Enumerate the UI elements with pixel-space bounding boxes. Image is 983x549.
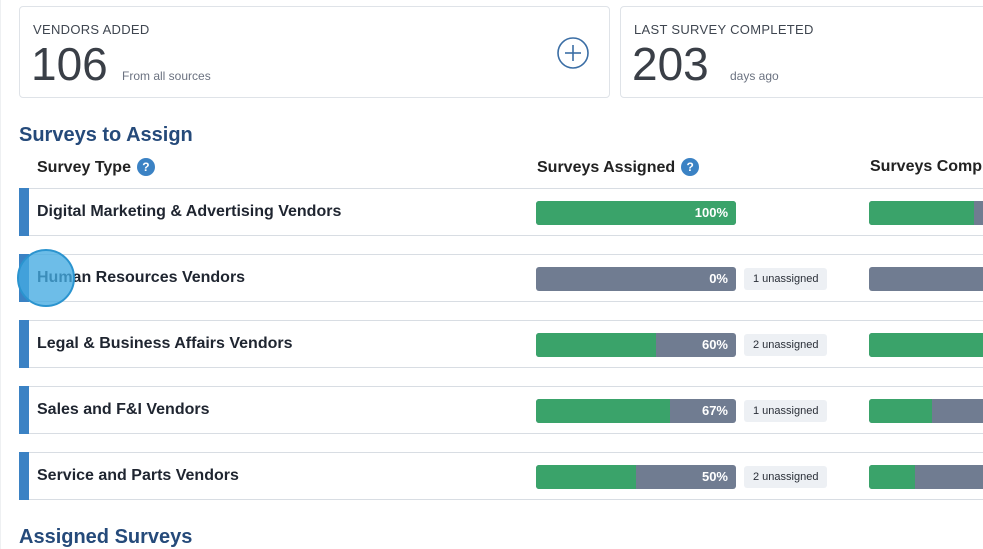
assigned-percent: 50%	[701, 469, 728, 484]
row-accent-bar	[19, 188, 29, 236]
completed-progress-bar	[869, 399, 983, 423]
completed-progress-fill	[869, 333, 983, 357]
unassigned-badge[interactable]: 1 unassigned	[744, 268, 828, 290]
completed-progress-fill	[869, 465, 916, 489]
help-icon[interactable]: ?	[681, 158, 700, 176]
card-value: 203	[632, 38, 709, 90]
row-accent-bar	[19, 452, 29, 500]
add-vendor-button[interactable]	[557, 37, 589, 69]
assigned-progress-fill	[536, 201, 736, 225]
unassigned-badge[interactable]: 2 unassigned	[744, 334, 828, 356]
column-header-survey-type: Survey Type?	[37, 158, 155, 177]
card-label: VENDORS ADDED	[33, 22, 150, 37]
row-accent-bar	[19, 386, 29, 434]
card-label: LAST SURVEY COMPLETED	[634, 22, 814, 37]
plus-circle-icon	[557, 37, 589, 69]
card-subtext: From all sources	[122, 69, 211, 83]
survey-type-label[interactable]: Human Resources Vendors	[37, 269, 246, 286]
survey-row[interactable]: Sales and F&I Vendors 67% 1 unassigned	[19, 386, 983, 434]
page-left-border	[0, 0, 1, 549]
assigned-percent: 100%	[694, 205, 728, 220]
card-value: 106	[31, 38, 108, 90]
assigned-percent: 67%	[701, 403, 728, 418]
card-subtext: days ago	[730, 69, 779, 83]
assigned-progress-bar: 50%	[536, 465, 736, 489]
unassigned-badge[interactable]: 1 unassigned	[744, 400, 828, 422]
assigned-progress-bar: 0%	[536, 267, 736, 291]
surveys-to-assign-title: Surveys to Assign	[19, 124, 193, 146]
assigned-progress-bar: 67%	[536, 399, 736, 423]
completed-progress-bar	[869, 333, 983, 357]
help-icon[interactable]: ?	[136, 158, 155, 176]
completed-progress-fill	[869, 399, 932, 423]
assigned-percent: 60%	[701, 337, 728, 352]
survey-row[interactable]: Legal & Business Affairs Vendors 60% 2 u…	[19, 320, 983, 368]
vendors-added-card: VENDORS ADDED 106 From all sources	[19, 6, 610, 98]
column-header-surveys-assigned: Surveys Assigned?	[537, 158, 700, 177]
assigned-progress-fill	[536, 465, 636, 489]
assigned-surveys-title: Assigned Surveys	[19, 526, 193, 548]
survey-row[interactable]: Digital Marketing & Advertising Vendors …	[19, 188, 983, 236]
assigned-progress-bar: 60%	[536, 333, 736, 357]
column-header-surveys-completed: Surveys Comp	[870, 158, 983, 175]
assigned-progress-fill	[536, 333, 656, 357]
survey-type-label[interactable]: Service and Parts Vendors	[37, 467, 239, 484]
click-indicator	[17, 249, 75, 307]
completed-progress-bar	[869, 201, 983, 225]
survey-type-label[interactable]: Sales and F&I Vendors	[37, 401, 210, 418]
last-survey-card: LAST SURVEY COMPLETED 203 days ago	[620, 6, 983, 98]
assigned-progress-bar: 100%	[536, 201, 736, 225]
survey-type-label[interactable]: Digital Marketing & Advertising Vendors	[37, 203, 342, 220]
survey-row[interactable]: Human Resources Vendors 0% 1 unassigned	[19, 254, 983, 302]
row-accent-bar	[19, 320, 29, 368]
completed-progress-bar	[869, 267, 983, 291]
completed-progress-fill	[869, 201, 974, 225]
completed-progress-bar	[869, 465, 983, 489]
unassigned-badge[interactable]: 2 unassigned	[744, 466, 828, 488]
survey-row[interactable]: Service and Parts Vendors 50% 2 unassign…	[19, 452, 983, 500]
assigned-progress-fill	[536, 399, 670, 423]
survey-type-label[interactable]: Legal & Business Affairs Vendors	[37, 335, 293, 352]
assigned-percent: 0%	[709, 271, 728, 286]
